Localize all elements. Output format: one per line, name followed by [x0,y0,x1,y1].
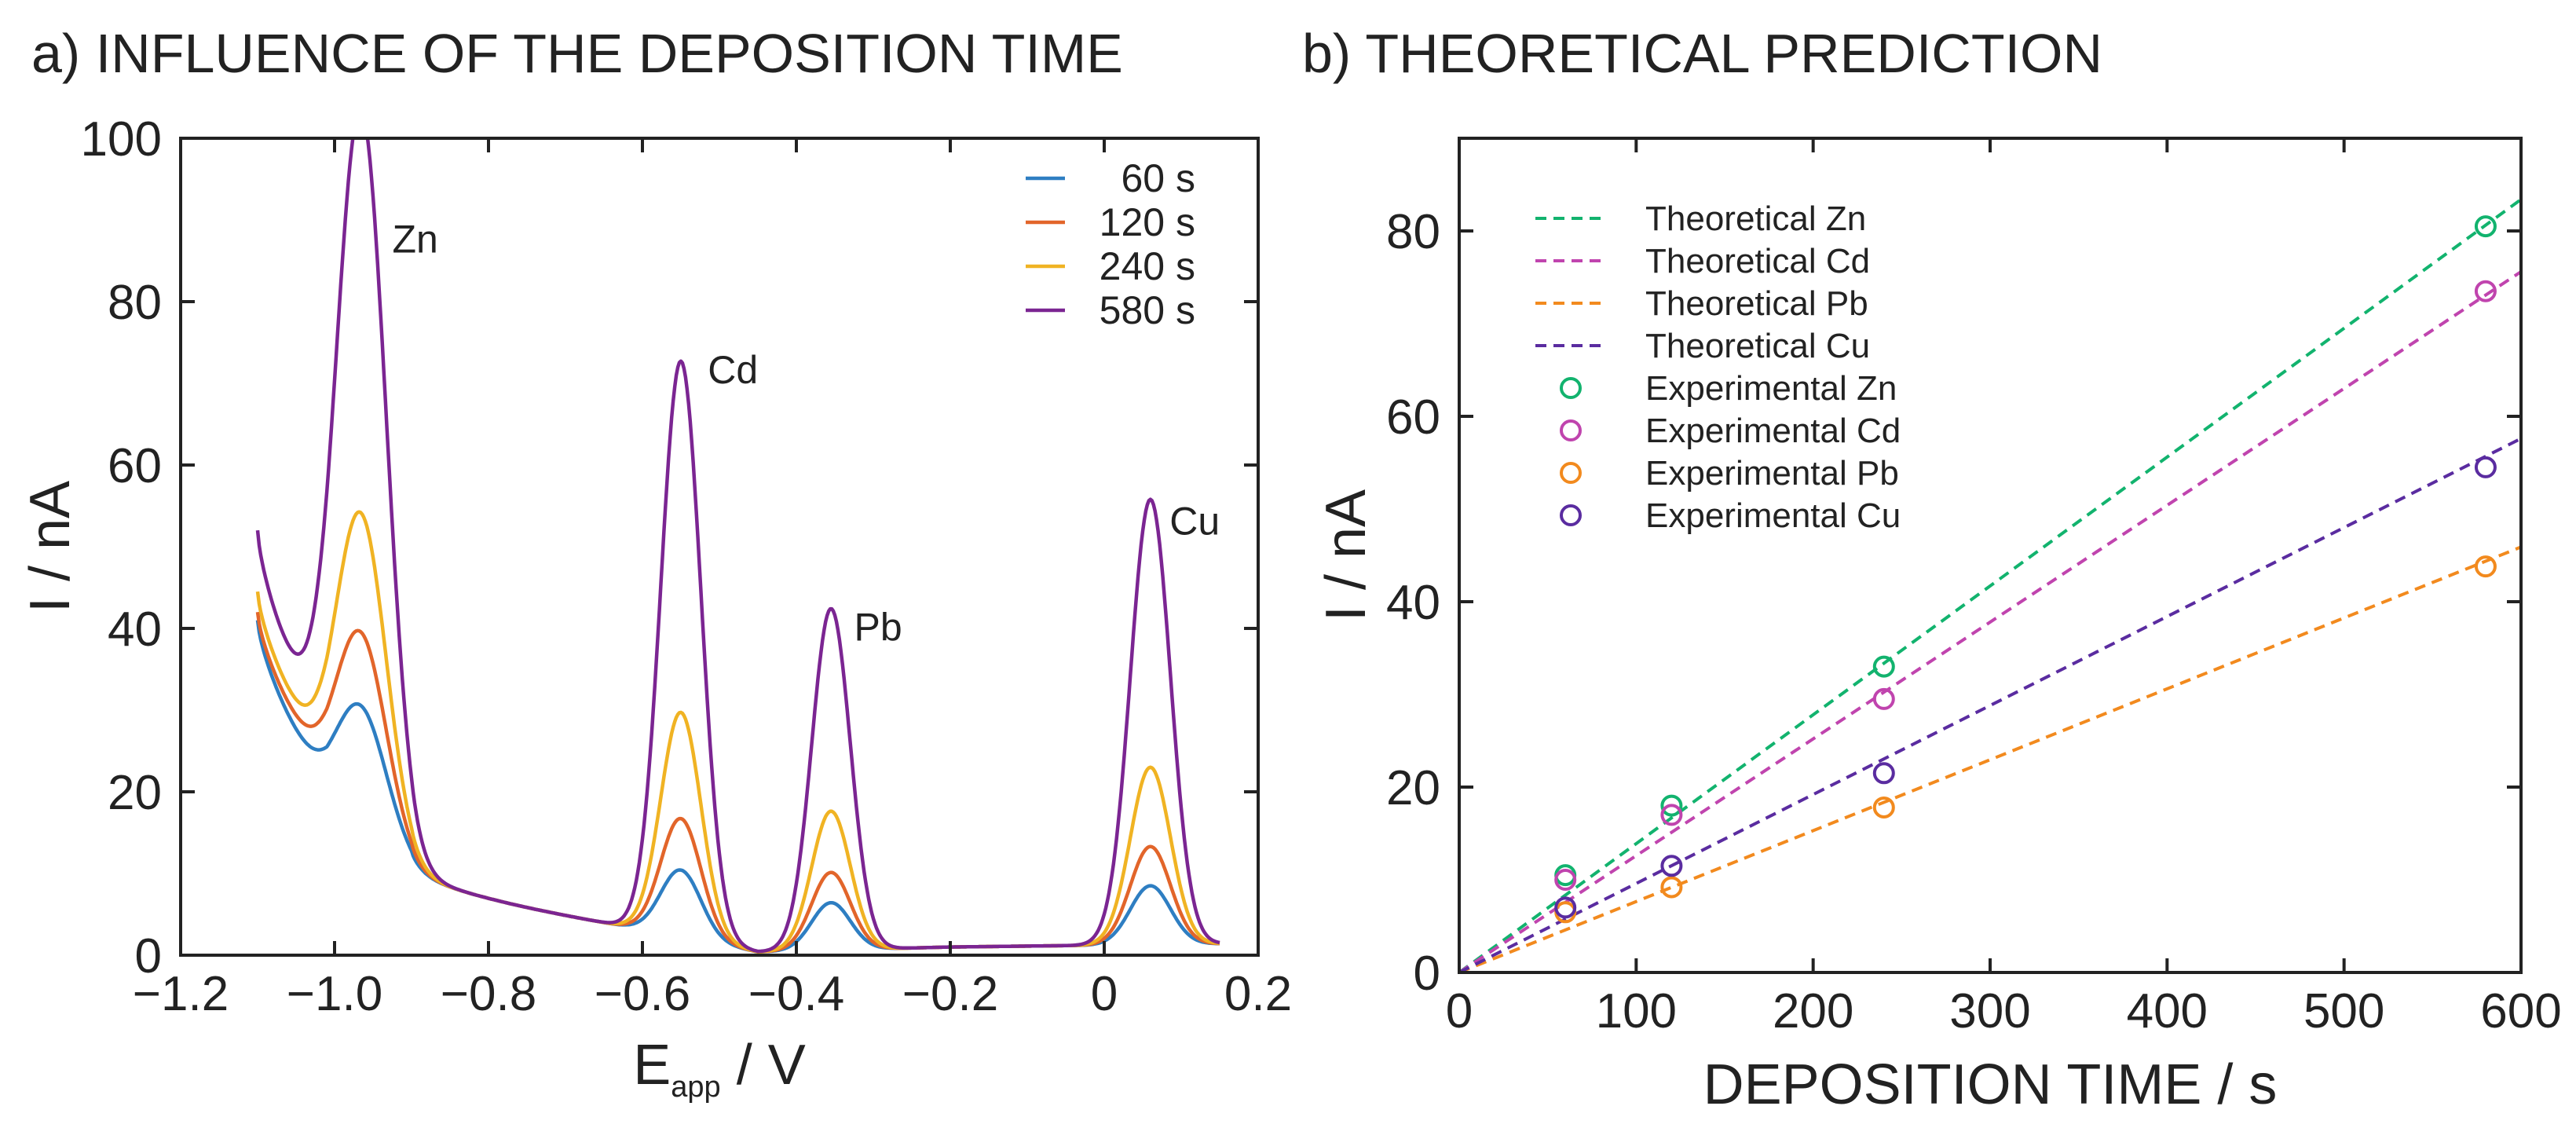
panel-a-plot-area [255,138,1220,954]
data-point-Cu [2474,456,2497,478]
data-point-Pb [1660,876,1683,899]
legend-swatch-experimental-Cu [1560,504,1582,526]
x-tick-label: 400 [2127,984,2208,1038]
y-tick-label: 20 [108,766,162,820]
data-point-Pb [1872,796,1895,819]
legend-label-experimental-Pb: Experimental Pb [1645,454,1899,493]
x-label-unit: / V [721,1034,806,1097]
theory-line-Cu [1459,437,2521,972]
panel-a-voltammogram: a) INFLUENCE OF THE DEPOSITION TIME −1.2… [19,23,1292,1104]
panel-b-y-axis: 0 20 40 60 80 [1386,205,2521,1001]
x-tick-label: −0.8 [441,967,536,1021]
x-tick-label: −0.2 [902,967,998,1021]
y-tick-label: 40 [1386,576,1440,630]
y-tick-label: 0 [135,929,162,983]
x-tick-label: 300 [1949,984,2030,1038]
panel-b-legend: Theoretical Zn Theoretical Cd Theoretical … [1535,200,1901,535]
panel-b-theoretical-prediction: b) THEORETICAL PREDICTION 0 100 200 300 400 5… [1302,23,2562,1116]
y-tick-label: 60 [1386,390,1440,445]
legend-label-theoretical-Zn: Theoretical Zn [1645,200,1866,238]
legend-swatch-experimental-Pb [1560,462,1582,484]
data-point-Cu [1872,762,1895,785]
data-point-Cu [1660,855,1683,877]
x-tick-label: −0.4 [748,967,844,1021]
curve-240s [255,510,1220,954]
panel-a-y-label: I / nA [19,481,82,613]
peak-label-Pb: Pb [854,606,902,650]
legend-label-experimental-Cu: Experimental Cu [1645,496,1901,535]
panel-a-x-axis: −1.2 −1.0 −0.8 −0.6 −0.4 −0.2 0 0.2 [133,138,1292,1021]
theory-line-Cd [1459,270,2521,972]
legend-label-240s: 240 s [1100,244,1195,288]
legend-swatch-experimental-Zn [1560,377,1582,399]
data-point-Cd [1872,687,1895,710]
peak-label-Cu: Cu [1169,499,1220,543]
theory-line-Zn [1459,198,2521,972]
legend-label-120s: 120 s [1100,200,1195,244]
y-tick-label: 80 [108,276,162,330]
data-point-Cd [1554,869,1577,891]
panel-b-x-axis: 0 100 200 300 400 500 600 [1446,138,2562,1038]
panel-a-frame [179,137,1260,957]
legend-label-60s: 60 s [1121,156,1195,200]
data-point-Zn [1872,655,1895,678]
panel-b-y-label: I / nA [1315,489,1378,621]
x-tick-label: 500 [2303,984,2384,1038]
peak-label-Zn: Zn [393,218,438,262]
x-tick-label: 600 [2480,984,2561,1038]
legend-label-theoretical-Cu: Theoretical Cu [1645,327,1870,365]
legend-label-theoretical-Pb: Theoretical Pb [1645,284,1868,323]
y-tick-label: 100 [81,112,162,167]
x-label-main: E [633,1034,671,1097]
panel-a-y-axis: 0 20 40 60 80 100 [81,112,1258,983]
x-tick-label: −1.2 [133,967,229,1021]
panel-a-x-label: Eapp / V [633,1034,805,1104]
x-tick-label: 200 [1773,984,1853,1038]
x-tick-label: 0.2 [1224,967,1292,1021]
x-tick-label: 0 [1091,967,1118,1021]
x-tick-label: 0 [1446,984,1473,1038]
peak-label-Cd: Cd [708,348,758,392]
panel-b-plot-area [1459,198,2521,972]
y-tick-label: 20 [1386,761,1440,815]
x-label-subscript: app [671,1071,720,1104]
y-tick-label: 40 [108,602,162,657]
panel-a-title: a) INFLUENCE OF THE DEPOSITION TIME [31,23,1123,84]
panel-b-x-label: DEPOSITION TIME / s [1703,1053,2278,1116]
legend-label-experimental-Zn: Experimental Zn [1645,369,1897,408]
data-point-Cd [1660,804,1683,826]
y-tick-label: 0 [1414,947,1440,1001]
data-point-Zn [2474,215,2497,238]
panel-b-title: b) THEORETICAL PREDICTION [1302,23,2102,84]
data-point-Cd [2474,280,2497,302]
theory-line-Pb [1459,545,2521,972]
y-tick-label: 60 [108,439,162,493]
x-tick-label: −1.0 [287,967,382,1021]
curve-580s [255,138,1220,954]
y-tick-label: 80 [1386,205,1440,259]
legend-label-experimental-Cd: Experimental Cd [1645,412,1901,450]
data-point-Zn [1660,794,1683,817]
data-point-Pb [2474,555,2497,578]
panel-b-frame [1458,137,2523,974]
legend-label-theoretical-Cd: Theoretical Cd [1645,242,1870,280]
legend-label-580s: 580 s [1100,288,1195,332]
x-tick-label: −0.6 [595,967,690,1021]
legend-swatch-experimental-Cd [1560,419,1582,441]
panel-a-peak-labels: Zn Cd Pb Cu [393,218,1220,650]
data-point-Cu [1554,896,1577,919]
x-tick-label: 100 [1596,984,1677,1038]
